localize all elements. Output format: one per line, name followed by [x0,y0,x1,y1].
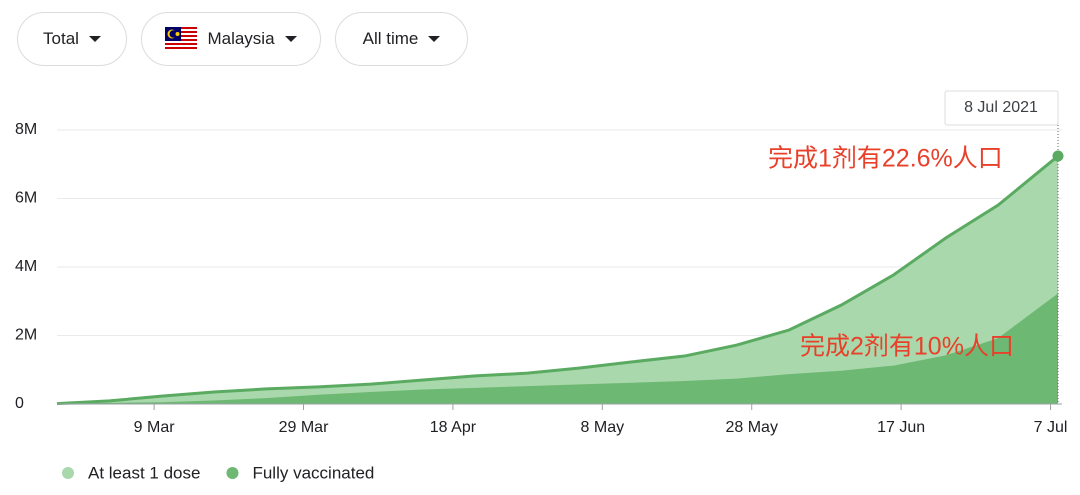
x-tick-label: 29 Mar [279,419,329,436]
x-tick-label: 18 Apr [430,419,477,436]
x-tick-label: 28 May [725,419,777,436]
button-label: All time [362,29,419,48]
y-tick-label: 6M [15,190,37,207]
x-tick-label: 9 Mar [134,419,176,436]
annotation: 完成2剂有10%人口 [800,333,1014,361]
tooltip-box [944,90,1059,126]
annotation: 完成1剂有22.6%人口 [768,145,1003,173]
area [57,294,1058,404]
hover-point [1052,150,1064,162]
x-tick-label: 8 May [581,419,625,436]
area-line [56,154,1059,406]
y-tick-label: 4M [15,258,37,275]
y-tick-label: 8M [15,121,37,138]
filter-button[interactable]: All time [335,12,468,66]
y-tick-label: 0 [15,395,24,412]
legend-swatch [226,467,239,479]
legend-label: At least 1 dose [88,463,200,482]
area [57,156,1058,404]
filter-button[interactable]: Malaysia [141,12,321,66]
caret [88,36,101,42]
x-tick-label: 7 Jul [1034,419,1068,436]
caret [428,36,441,42]
x-tick-label: 17 Jun [877,419,925,436]
tooltip-text: 8 Jul 2021 [964,99,1038,116]
button-label: Malaysia [207,29,275,48]
button-label: Total [43,29,79,48]
legend-label: Fully vaccinated [252,463,374,482]
caret [284,36,297,42]
legend-swatch [62,467,74,479]
flag-icon [165,27,198,51]
filter-button[interactable]: Total [17,12,127,66]
y-tick-label: 2M [15,327,37,344]
area-line [56,293,1059,405]
